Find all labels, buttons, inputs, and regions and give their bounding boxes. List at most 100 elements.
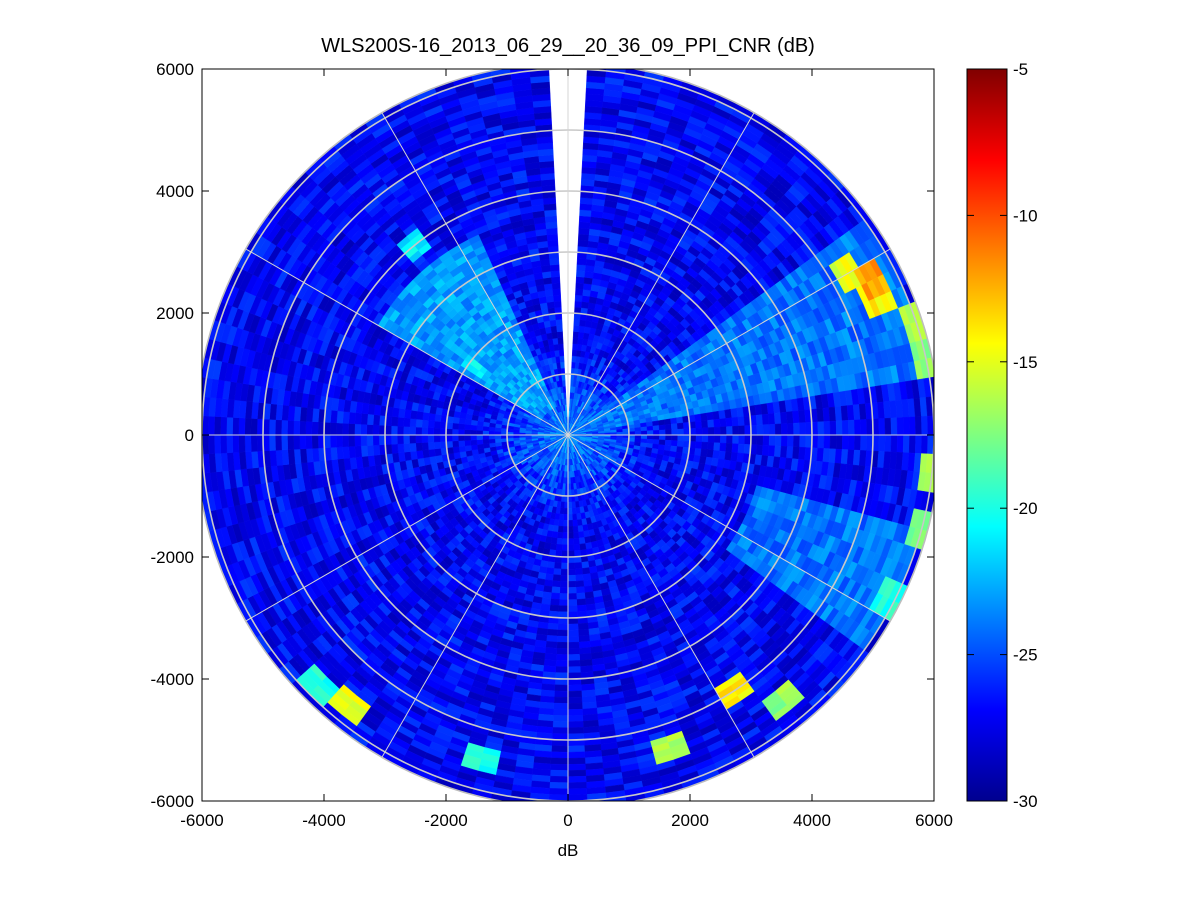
ppi-cell <box>713 442 721 452</box>
ppi-cell <box>552 727 569 735</box>
ppi-cell <box>573 543 581 551</box>
ppi-cell <box>567 587 577 594</box>
ppi-cell <box>567 775 587 783</box>
polar-data-layer <box>202 69 934 801</box>
ppi-cell <box>780 411 788 425</box>
ppi-cell <box>719 418 727 428</box>
ppi-cell <box>579 197 594 205</box>
ppi-cell <box>567 745 585 753</box>
ppi-cell <box>577 239 589 248</box>
ppi-cell <box>567 641 580 649</box>
ppi-cell <box>574 568 583 576</box>
ppi-cell <box>575 288 584 296</box>
ppi-cell <box>653 434 660 441</box>
ppi-cell <box>854 419 862 436</box>
ppi-cell <box>550 751 569 759</box>
ppi-cell <box>562 538 569 546</box>
ppi-cell <box>576 592 586 600</box>
ppi-cell <box>738 434 746 445</box>
ppi-cell <box>551 580 561 588</box>
ppi-cell <box>786 446 794 459</box>
ppi-cell <box>560 574 569 582</box>
ppi-cell <box>567 684 582 692</box>
ppi-cell <box>554 690 569 698</box>
ppi-cell <box>792 410 800 424</box>
ppi-cell <box>567 562 576 570</box>
ppi-cell <box>567 690 582 698</box>
chart-title: WLS200S-16_2013_06_29__20_36_09_PPI_CNR … <box>321 35 815 57</box>
ppi-cell <box>576 598 587 606</box>
ppi-cell <box>755 414 764 426</box>
ppi-cell <box>713 418 721 428</box>
ppi-cell <box>549 769 569 777</box>
ppi-cell <box>576 270 586 278</box>
ppi-cell <box>659 429 666 436</box>
ppi-cell <box>713 426 721 436</box>
ppi-cell <box>567 513 573 521</box>
ppi-cell <box>707 427 715 436</box>
ppi-cell <box>664 423 672 431</box>
ppi-cell <box>552 574 561 582</box>
ppi-cell <box>578 537 586 545</box>
ppi-cell <box>559 593 569 600</box>
ppi-cell <box>544 647 558 655</box>
ppi-cell <box>890 434 898 453</box>
ppi-cell <box>670 440 678 447</box>
ppi-cell <box>546 561 555 569</box>
ppi-cell <box>567 605 578 613</box>
ppi-cell <box>774 412 782 425</box>
ppi-cell <box>555 666 569 674</box>
ppi-cell <box>695 434 703 443</box>
ppi-cell <box>848 434 855 451</box>
ppi-cell <box>762 434 770 446</box>
ppi-cell <box>835 434 843 450</box>
ppi-cell <box>854 434 862 451</box>
ppi-cell <box>634 434 642 440</box>
ppi-cell <box>695 427 703 436</box>
ppi-cell <box>563 507 569 515</box>
ppi-cell <box>558 599 569 607</box>
ppi-cell <box>578 221 591 229</box>
ppi-cell <box>567 526 574 533</box>
ppi-cell <box>576 513 582 521</box>
ppi-cell <box>707 434 715 443</box>
ppi-cell <box>563 513 569 521</box>
ppi-cell <box>835 420 843 436</box>
ppi-cell <box>731 443 739 454</box>
ppi-cell <box>658 424 666 431</box>
ppi-cell <box>556 537 563 545</box>
ppi-cell <box>628 434 636 439</box>
ppi-cell <box>577 531 585 539</box>
ppi-cell <box>652 420 660 427</box>
ppi-cell <box>567 751 586 759</box>
ppi-cell <box>762 424 770 436</box>
ppi-cell <box>578 215 592 223</box>
ppi-cell <box>567 715 584 722</box>
ppi-cell <box>544 653 557 661</box>
ppi-cell <box>558 605 569 613</box>
ppi-cell <box>582 573 592 581</box>
ppi-cell <box>878 434 886 452</box>
ppi-cell <box>768 423 776 436</box>
ppi-cell <box>567 501 573 509</box>
ppi-cell <box>581 561 590 569</box>
ppi-cell <box>579 319 587 327</box>
ppi-cell <box>676 446 684 454</box>
ppi-cell <box>676 422 684 430</box>
ppi-cell <box>578 628 590 637</box>
ppi-cell <box>572 525 579 533</box>
ppi-cell <box>755 444 764 456</box>
ppi-cell <box>567 568 576 576</box>
ppi-cell <box>567 782 587 790</box>
ppi-cell <box>567 788 588 796</box>
ppi-cell <box>553 568 562 576</box>
ppi-cell <box>695 420 703 429</box>
ppi-cell <box>567 623 579 631</box>
ppi-cell <box>575 282 585 290</box>
ppi-cell <box>556 531 564 539</box>
ppi-cell <box>774 445 782 458</box>
ppi-cell <box>567 580 577 588</box>
ppi-cell <box>576 519 583 527</box>
ppi-cell <box>579 665 594 673</box>
ppi-cell <box>659 434 666 441</box>
